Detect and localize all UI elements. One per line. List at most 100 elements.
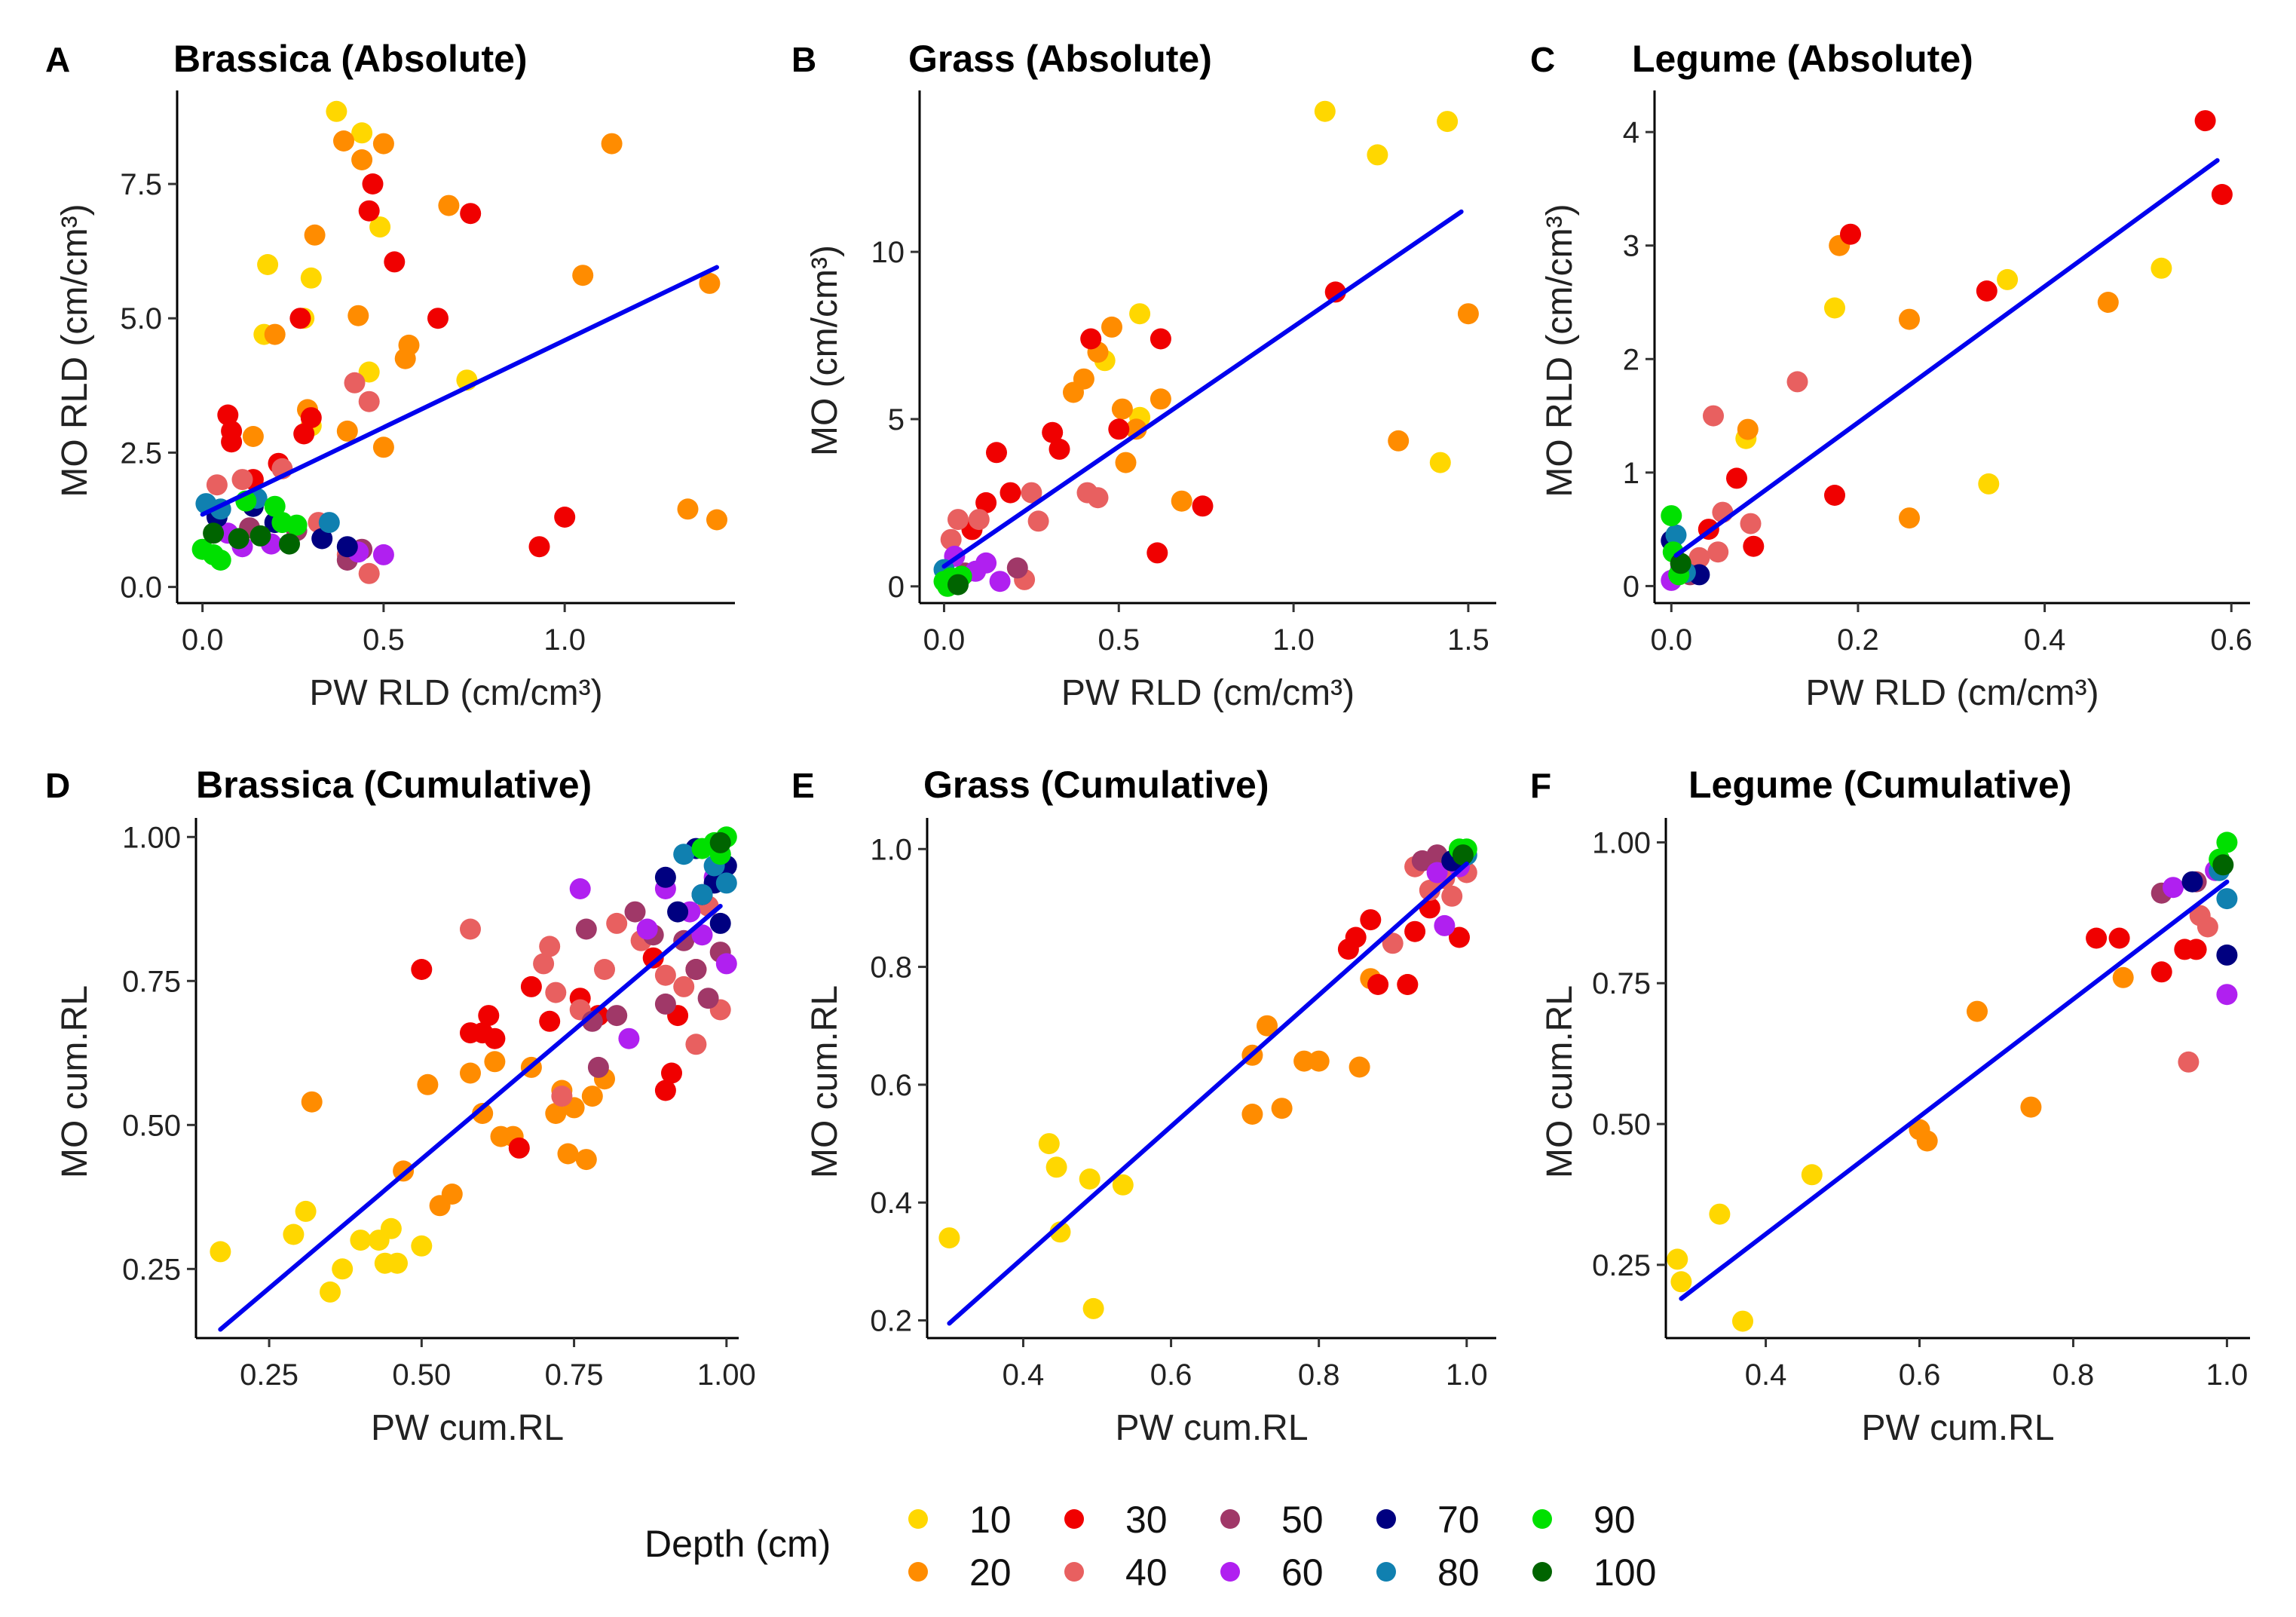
y-tick-label: 0.25: [122, 1253, 181, 1286]
data-point-depth-40: [1703, 405, 1724, 427]
data-point-depth-90: [286, 514, 308, 536]
legend-title: Depth (cm): [644, 1523, 831, 1565]
data-point-depth-20: [417, 1073, 439, 1095]
data-point-depth-20: [1916, 1130, 1938, 1152]
data-point-depth-40: [1707, 541, 1729, 563]
data-point-depth-30: [1976, 280, 1998, 302]
panel-letter: C: [1530, 40, 1555, 79]
data-point-depth-90: [210, 550, 231, 571]
data-point-depth-10: [210, 1241, 231, 1263]
data-point-depth-20: [372, 133, 394, 155]
data-point-depth-40: [1419, 880, 1440, 901]
y-axis-title: MO RLD (cm/cm³): [55, 204, 95, 497]
data-point-depth-30: [362, 173, 384, 194]
data-point-depth-20: [472, 1103, 494, 1124]
legend-swatch: [1220, 1562, 1240, 1582]
data-point-depth-20: [601, 133, 623, 155]
data-point-depth-30: [478, 1005, 500, 1027]
data-point-depth-20: [1257, 1015, 1278, 1037]
y-tick-label: 5.0: [120, 302, 162, 335]
data-point-depth-30: [2211, 184, 2233, 205]
y-tick-label: 10: [871, 236, 905, 269]
data-point-depth-10: [1082, 1297, 1104, 1319]
data-point-depth-30: [1000, 482, 1021, 504]
data-point-depth-60: [618, 1027, 640, 1049]
data-point-depth-30: [1108, 418, 1130, 440]
data-point-depth-20: [575, 1149, 597, 1171]
legend-label: 20: [969, 1551, 1012, 1594]
data-point-depth-30: [427, 308, 448, 329]
data-point-depth-20: [706, 509, 727, 531]
data-point-depth-20: [545, 1103, 567, 1124]
y-tick-label: 0: [1623, 570, 1639, 603]
panel-f: F Legume (Cumulative) 0.4 0.6 0.8 1.0 0.25 0.50…: [1530, 764, 2250, 1448]
data-point-depth-50: [685, 959, 707, 980]
data-point-depth-20: [2112, 966, 2134, 988]
data-point-depth-100: [947, 574, 969, 596]
data-point-depth-10: [1129, 303, 1151, 325]
x-axis-title: PW RLD (cm/cm³): [1805, 673, 2099, 713]
y-tick-label: 0.4: [870, 1187, 912, 1220]
data-point-depth-30: [300, 407, 322, 429]
data-point-depth-60: [2216, 984, 2238, 1006]
data-point-depth-30: [661, 1062, 682, 1084]
data-point-depth-40: [1021, 482, 1042, 504]
data-point-depth-40: [2197, 916, 2218, 938]
data-point-depth-20: [264, 323, 286, 345]
x-tick-label: 1.5: [1447, 623, 1489, 657]
data-point-depth-20: [1967, 1000, 1988, 1022]
data-point-depth-20: [2097, 292, 2119, 313]
data-point-depth-10: [320, 1281, 341, 1303]
data-point-depth-30: [1743, 535, 1765, 557]
x-tick-label: 1.0: [2206, 1358, 2249, 1392]
data-points: [1667, 831, 2238, 1332]
y-tick-label: 0.6: [870, 1069, 912, 1102]
data-point-depth-40: [606, 912, 628, 934]
data-point-depth-10: [295, 1200, 317, 1222]
data-point-depth-60: [989, 571, 1011, 593]
y-tick-label: 0.25: [1592, 1249, 1651, 1282]
x-tick-label: 0.5: [1097, 623, 1140, 657]
data-point-depth-20: [394, 348, 416, 369]
legend-swatch: [1376, 1562, 1396, 1582]
x-tick-label: 1.0: [543, 623, 586, 657]
legend-item: 80: [1376, 1551, 1480, 1594]
data-point-depth-20: [1241, 1104, 1263, 1125]
data-point-depth-70: [336, 536, 358, 558]
data-point-depth-50: [587, 1056, 609, 1078]
data-point-depth-30: [1150, 328, 1171, 350]
data-point-depth-80: [318, 512, 340, 534]
legend-label: 40: [1125, 1551, 1168, 1594]
x-axis-title: PW cum.RL: [1861, 1408, 2054, 1448]
y-tick-label: 0.75: [1592, 967, 1651, 1000]
data-point-depth-10: [1670, 1271, 1692, 1293]
panel-letter: D: [45, 766, 70, 805]
data-point-depth-30: [539, 1010, 561, 1032]
legend-label: 80: [1437, 1551, 1480, 1594]
panel-title: Brassica (Absolute): [173, 38, 528, 80]
data-point-depth-30: [1404, 920, 1426, 942]
data-point-depth-80: [673, 844, 695, 865]
data-point-depth-10: [387, 1252, 408, 1274]
data-point-depth-10: [1112, 1174, 1134, 1196]
data-point-depth-10: [1997, 268, 2019, 290]
data-point-depth-40: [344, 372, 366, 394]
data-point-depth-20: [1171, 490, 1192, 512]
data-point-depth-30: [1324, 281, 1346, 303]
x-tick-label: 0.0: [182, 623, 224, 657]
data-point-depth-30: [1192, 495, 1214, 517]
data-point-depth-20: [699, 272, 721, 294]
data-point-depth-50: [575, 918, 597, 940]
panel-title: Legume (Absolute): [1632, 38, 1973, 80]
data-point-depth-40: [533, 953, 555, 975]
data-point-depth-20: [1899, 507, 1920, 529]
data-point-depth-20: [2020, 1096, 2042, 1118]
data-points: [933, 100, 1479, 597]
y-tick-label: 4: [1623, 116, 1639, 149]
data-point-depth-10: [283, 1223, 305, 1245]
x-tick-label: 1.00: [697, 1358, 756, 1392]
data-point-depth-60: [1434, 914, 1456, 936]
data-point-depth-20: [557, 1143, 579, 1165]
data-point-depth-20: [484, 1051, 506, 1073]
data-point-depth-30: [554, 507, 576, 528]
